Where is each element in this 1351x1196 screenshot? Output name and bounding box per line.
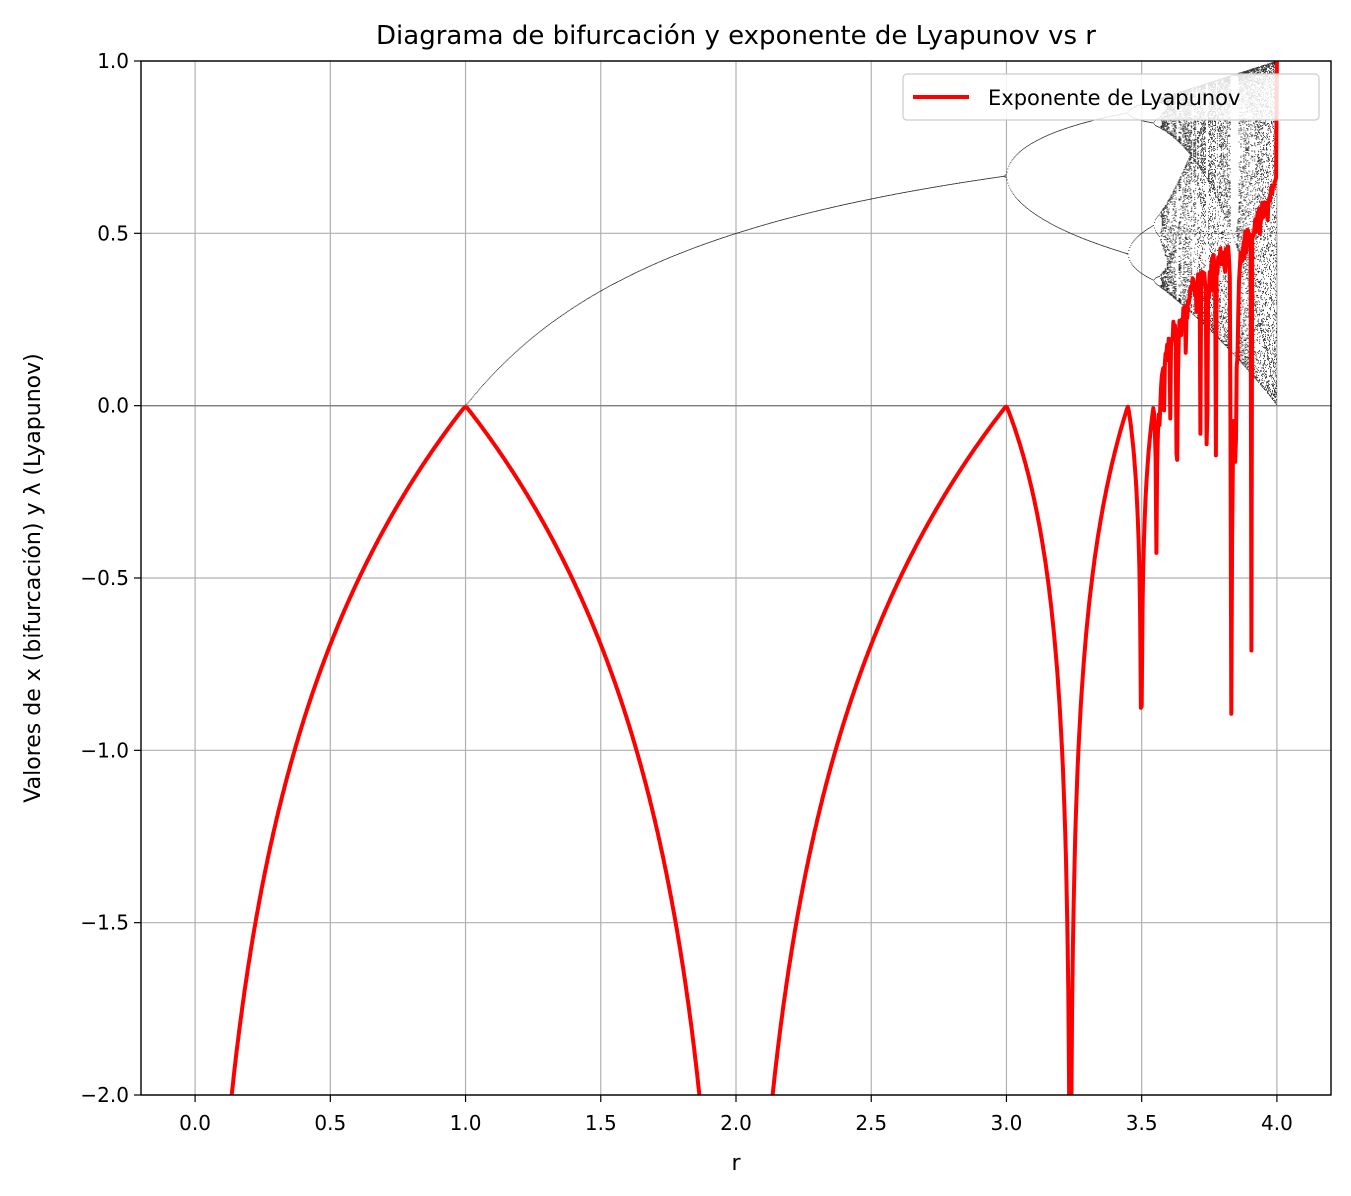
lyapunov-line [229,61,1279,1095]
x-axis-label: r [731,1151,741,1176]
x-tick-label: 2.5 [855,1111,887,1135]
legend-box [902,73,1320,121]
y-tick-label: −0.5 [80,566,129,590]
legend: Exponente de Lyapunov [902,73,1320,121]
legend-label-lyapunov: Exponente de Lyapunov [988,86,1240,110]
x-axis-ticks: 0.0 0.5 1.0 1.5 2.0 2.5 3.0 3.5 4.0 [179,1095,1293,1135]
y-tick-label: −2.0 [80,1083,129,1107]
x-tick-label: 0.5 [314,1111,346,1135]
x-tick-label: 1.5 [585,1111,617,1135]
lyapunov-series [229,61,1279,1095]
y-tick-label: −1.0 [80,738,129,762]
x-tick-label: 4.0 [1261,1111,1293,1135]
y-axis-label: Valores de x (bifurcación) y λ (Lyapunov… [21,353,46,802]
y-tick-label: 1.0 [97,49,129,73]
x-tick-label: 0.0 [179,1111,211,1135]
x-tick-label: 2.0 [720,1111,752,1135]
y-tick-label: −1.5 [80,911,129,935]
y-tick-label: 0.5 [97,221,129,245]
x-tick-label: 1.0 [450,1111,482,1135]
chart-title: Diagrama de bifurcación y exponente de L… [376,21,1096,51]
y-tick-label: 0.0 [97,394,129,418]
x-tick-label: 3.0 [991,1111,1023,1135]
y-axis-ticks: 1.0 0.5 0.0 −0.5 −1.0 −1.5 −2.0 [80,49,141,1107]
x-tick-label: 3.5 [1126,1111,1158,1135]
